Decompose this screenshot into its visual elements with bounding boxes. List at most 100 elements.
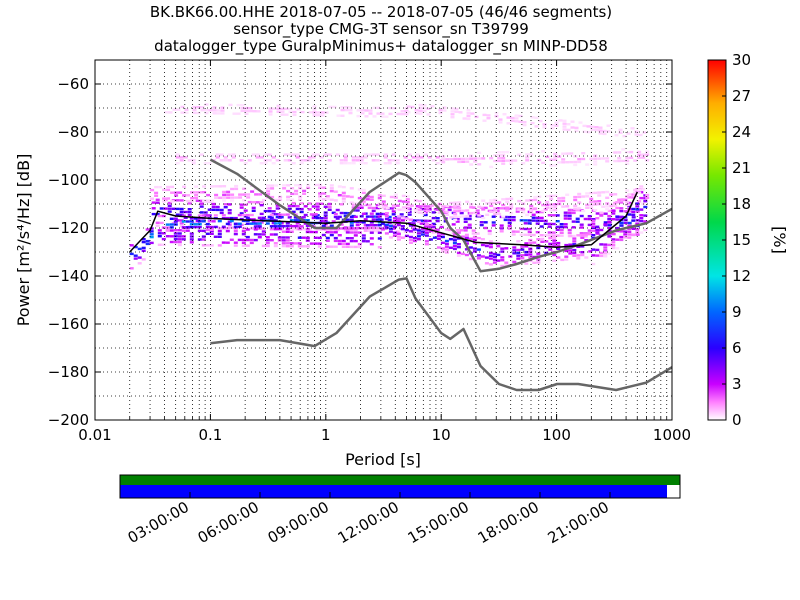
- heatmap-cell: [211, 205, 216, 209]
- heatmap-cell: [345, 237, 350, 240]
- heatmap-cell: [353, 245, 358, 249]
- heatmap-cell: [467, 223, 472, 226]
- heatmap-cell: [466, 114, 471, 118]
- heatmap-cell: [613, 201, 618, 205]
- heatmap-cell: [465, 157, 470, 160]
- heatmap-cell: [175, 199, 180, 202]
- heatmap-cell: [539, 225, 544, 228]
- heatmap-cell: [356, 109, 361, 112]
- heatmap-cell: [603, 243, 608, 246]
- heatmap-cell: [368, 109, 373, 112]
- heatmap-cell: [563, 217, 568, 220]
- heatmap-cell: [408, 238, 413, 242]
- heatmap-cell: [528, 256, 533, 259]
- heatmap-cell: [263, 153, 268, 156]
- heatmap-cell: [554, 121, 559, 124]
- heatmap-cell: [509, 206, 514, 209]
- heatmap-cell: [261, 230, 266, 233]
- heatmap-cell: [545, 203, 550, 207]
- heatmap-cell: [244, 112, 249, 116]
- heatmap-cell: [349, 195, 354, 199]
- heatmap-cell: [286, 184, 291, 187]
- heatmap-cell: [211, 220, 216, 223]
- heatmap-cell: [257, 216, 262, 219]
- heatmap-cell: [547, 225, 552, 228]
- heatmap-cell: [297, 245, 302, 248]
- heatmap-cell: [427, 225, 432, 228]
- heatmap-cell: [277, 213, 282, 216]
- heatmap-cell: [388, 112, 393, 116]
- heatmap-cell: [169, 223, 174, 226]
- heatmap-cell: [293, 219, 298, 222]
- time-tick-label: 03:00:00: [125, 498, 192, 547]
- heatmap-cell: [587, 223, 592, 227]
- heatmap-cell: [149, 241, 154, 245]
- heatmap-cell: [201, 235, 206, 238]
- heatmap-cell: [200, 106, 205, 109]
- heatmap-cell: [266, 187, 271, 190]
- heatmap-cell: [343, 156, 348, 159]
- heatmap-cell: [617, 151, 622, 154]
- heatmap-cell: [450, 107, 455, 110]
- heatmap-cell: [259, 218, 264, 221]
- heatmap-cell: [145, 239, 150, 243]
- heatmap-cell: [532, 241, 537, 244]
- heatmap-cell: [323, 220, 328, 223]
- heatmap-cell: [281, 236, 286, 239]
- heatmap-cell: [375, 229, 380, 233]
- heatmap-cell: [255, 153, 260, 156]
- heatmap-cell: [545, 200, 550, 204]
- heatmap-cell: [527, 230, 532, 234]
- heatmap-cell: [222, 199, 227, 202]
- heatmap-cell: [292, 110, 297, 114]
- heatmap-cell: [291, 210, 296, 213]
- heatmap-cell: [516, 248, 521, 252]
- heatmap-cell: [368, 112, 373, 115]
- heatmap-cell: [486, 114, 491, 117]
- heatmap-cell: [365, 198, 370, 201]
- heatmap-cell: [607, 217, 612, 221]
- heatmap-cell: [625, 195, 630, 198]
- heatmap-cell: [377, 196, 382, 200]
- heatmap-cell: [355, 206, 360, 209]
- heatmap-cell: [295, 156, 300, 159]
- x-tick-label: 10: [432, 426, 451, 444]
- heatmap-cell: [580, 233, 585, 237]
- heatmap-cell: [403, 230, 408, 233]
- heatmap-cell: [177, 243, 182, 247]
- heatmap-cell: [466, 117, 471, 121]
- heatmap-cell: [286, 198, 291, 201]
- heatmap-cell: [531, 233, 536, 237]
- heatmap-cell: [133, 254, 138, 257]
- heatmap-cell: [318, 183, 323, 187]
- heatmap-cell: [277, 216, 282, 219]
- heatmap-cell: [295, 207, 300, 211]
- heatmap-cell: [595, 248, 600, 252]
- heatmap-cell: [583, 217, 588, 221]
- heatmap-cell: [158, 185, 163, 189]
- heatmap-cell: [259, 201, 264, 204]
- heatmap-cell: [561, 158, 566, 161]
- heatmap-cell: [465, 160, 470, 163]
- heatmap-cell: [375, 153, 380, 156]
- heatmap-cell: [233, 216, 238, 220]
- heatmap-cell: [241, 233, 246, 236]
- heatmap-cell: [291, 227, 296, 231]
- heatmap-cell: [205, 222, 210, 226]
- heatmap-cell: [329, 233, 334, 237]
- heatmap-cell: [343, 211, 348, 215]
- heatmap-cell: [185, 226, 190, 229]
- heatmap-cell: [518, 120, 523, 123]
- heatmap-cell: [553, 194, 558, 197]
- heatmap-cell: [414, 109, 419, 112]
- heatmap-cell: [404, 113, 409, 116]
- heatmap-cell: [270, 195, 275, 199]
- heatmap-cell: [265, 244, 270, 248]
- heatmap-cell: [539, 219, 544, 222]
- heatmap-cell: [618, 128, 623, 132]
- heatmap-cell: [207, 162, 212, 165]
- heatmap-cell: [357, 242, 362, 246]
- heatmap-cell: [540, 237, 545, 241]
- heatmap-cell: [407, 222, 412, 225]
- heatmap-cell: [242, 187, 247, 190]
